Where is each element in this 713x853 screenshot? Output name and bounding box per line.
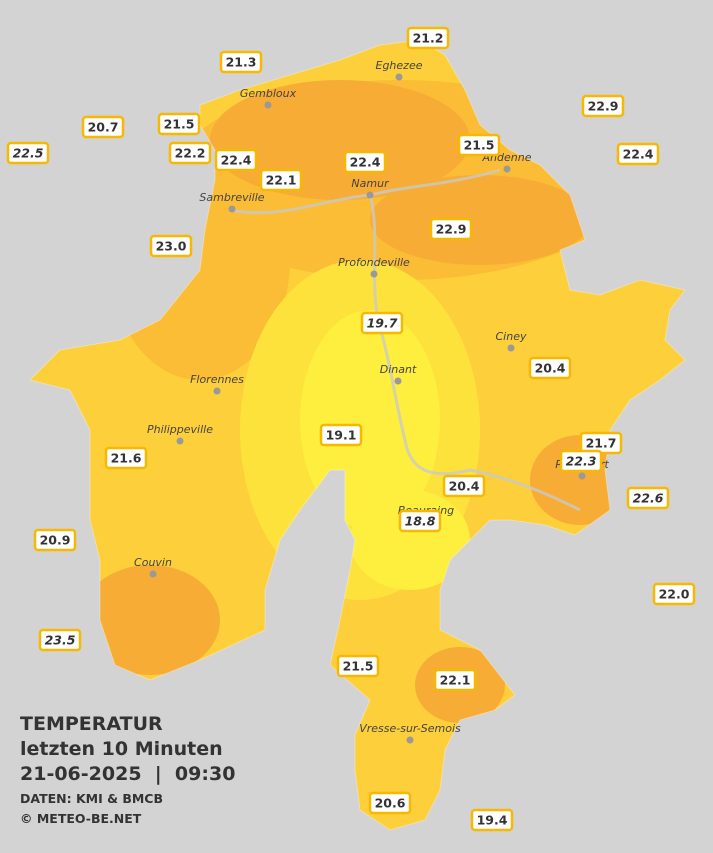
station-value: 22.9 — [436, 222, 467, 237]
city-label: Ciney — [496, 330, 527, 343]
station-box — [616, 142, 660, 166]
station-value: 23.0 — [156, 239, 187, 254]
city-label: Profondeville — [338, 256, 410, 269]
city-label: Florennes — [190, 373, 244, 386]
title: TEMPERATUR — [20, 713, 163, 735]
credit: © METEO-BE.NET — [20, 811, 142, 826]
station-box — [559, 449, 603, 473]
station-box — [360, 311, 404, 335]
station-value: 20.9 — [40, 533, 71, 548]
station-box — [33, 528, 77, 552]
city-label: Couvin — [134, 556, 172, 569]
stations: 21.2 21.3 22.9 20.7 21.5 21.5 22.5 22.2 22.4 22.4… — [6, 26, 696, 832]
station-box — [149, 234, 193, 258]
station-box — [442, 474, 486, 498]
city-dot — [366, 191, 374, 199]
station-box — [6, 141, 50, 165]
station-value: 22.5 — [13, 146, 44, 161]
station-value: 22.4 — [350, 155, 381, 170]
station-box — [429, 217, 473, 241]
city-label: Vresse-sur-Semois — [359, 722, 461, 735]
city-dot — [149, 570, 157, 578]
station-box — [336, 654, 380, 678]
city-label: Philippeville — [147, 423, 213, 436]
city-label: Namur — [351, 177, 390, 190]
station-box — [214, 148, 258, 172]
city-dot — [213, 387, 221, 395]
station-value: 21.3 — [226, 55, 257, 70]
city-dot — [503, 165, 511, 173]
station-box — [581, 94, 625, 118]
station-box — [652, 582, 696, 606]
station-value: 20.6 — [375, 796, 406, 811]
station-value: 22.2 — [175, 146, 206, 161]
station-box — [38, 628, 82, 652]
city-dot — [176, 437, 184, 445]
city-dot — [228, 205, 236, 213]
city-label: Eghezee — [376, 59, 423, 72]
station-value: 22.6 — [633, 491, 664, 506]
station-box — [81, 115, 125, 139]
city-label: Gembloux — [240, 87, 297, 100]
station-box — [528, 356, 572, 380]
source: DATEN: KMI & BMCB — [20, 791, 163, 806]
station-box — [168, 141, 212, 165]
station-value: 21.5 — [343, 659, 374, 674]
city-dot — [578, 472, 586, 480]
station-value: 19.4 — [477, 813, 508, 828]
city-dot — [507, 344, 515, 352]
city-label: Dinant — [380, 363, 417, 376]
city-dot — [406, 736, 414, 744]
station-value: 20.4 — [449, 479, 480, 494]
station-box — [157, 112, 201, 136]
station-box — [219, 50, 263, 74]
station-value: 21.5 — [164, 117, 195, 132]
station-value: 21.7 — [586, 436, 617, 451]
station-box — [104, 446, 148, 470]
station-box — [319, 423, 363, 447]
timestamp: 21-06-2025 | 09:30 — [20, 763, 235, 785]
station-value: 21.6 — [111, 451, 142, 466]
station-value: 22.4 — [221, 153, 252, 168]
station-value: 22.3 — [566, 454, 597, 469]
station-box — [433, 668, 477, 692]
subtitle: letzten 10 Minuten — [20, 738, 223, 760]
station-box — [259, 168, 303, 192]
station-value: 21.2 — [413, 31, 444, 46]
station-box — [398, 509, 442, 533]
station-value: 21.5 — [464, 138, 495, 153]
station-box — [343, 150, 387, 174]
city-dot — [264, 101, 272, 109]
station-value: 22.1 — [440, 673, 471, 688]
station-box — [626, 486, 670, 510]
station-box — [406, 26, 450, 50]
station-value: 23.5 — [45, 633, 76, 648]
station-value: 20.4 — [535, 361, 566, 376]
station-box — [457, 133, 501, 157]
station-value: 19.1 — [326, 428, 357, 443]
station-value: 22.9 — [588, 99, 619, 114]
city-dot — [394, 377, 402, 385]
station-value: 22.0 — [659, 587, 690, 602]
station-box — [470, 808, 514, 832]
station-value: 19.7 — [367, 316, 398, 331]
station-value: 22.1 — [266, 173, 297, 188]
city-dot — [370, 270, 378, 278]
station-value: 20.7 — [88, 120, 119, 135]
station-value: 18.8 — [405, 514, 436, 529]
city-dot — [395, 73, 403, 81]
station-box — [368, 791, 412, 815]
station-value: 22.4 — [623, 147, 654, 162]
city-label: Sambreville — [199, 191, 264, 204]
